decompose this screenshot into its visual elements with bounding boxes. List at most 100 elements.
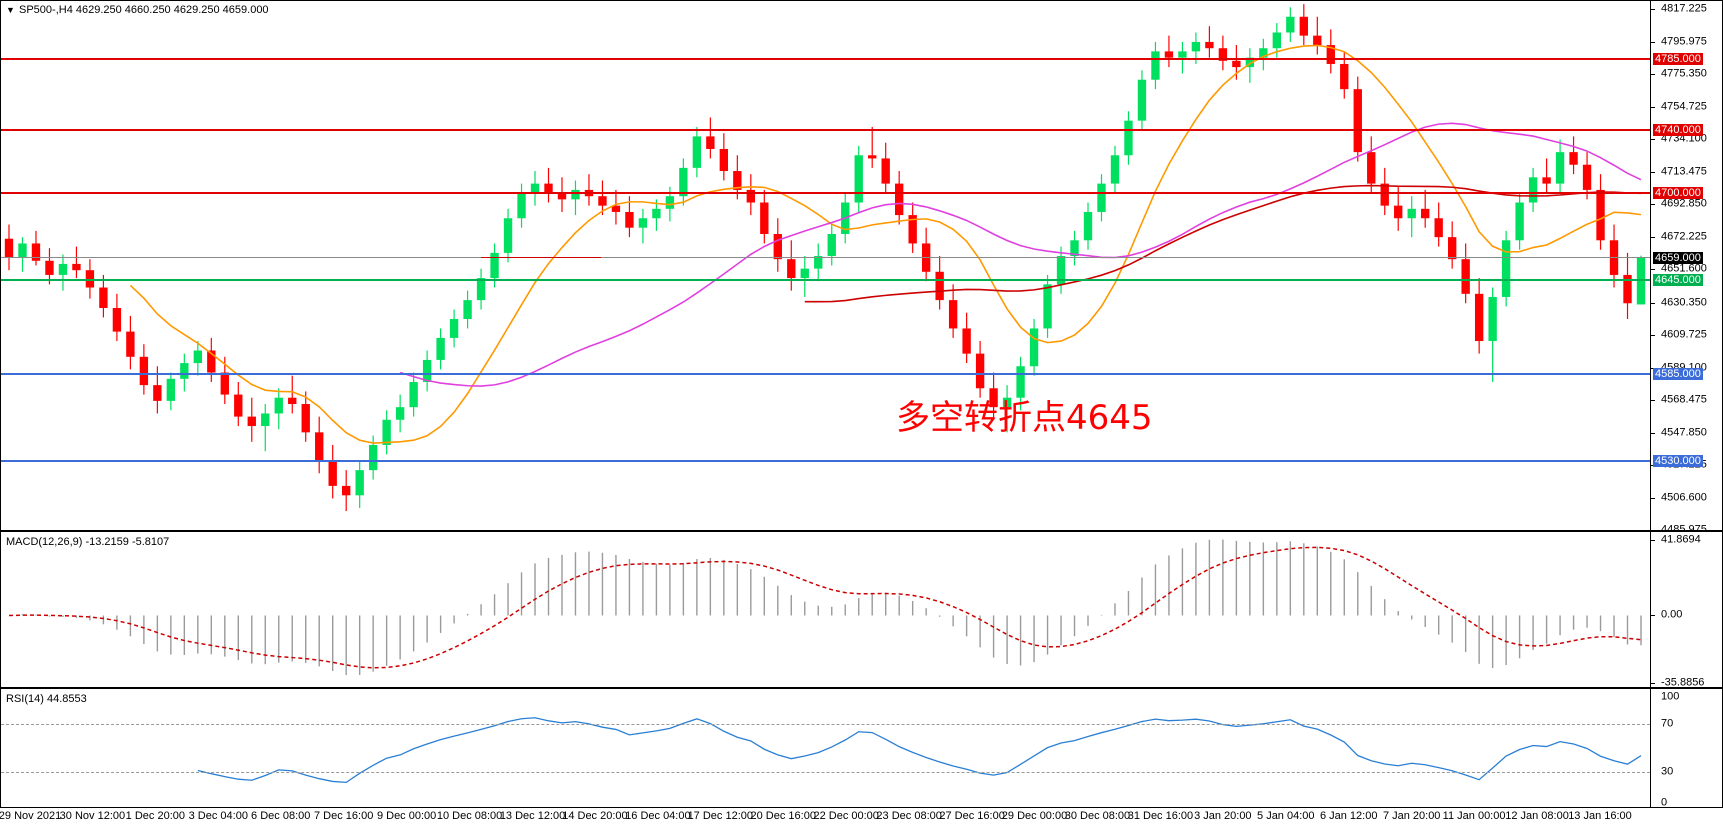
collapse-icon[interactable]: ▼ (6, 5, 15, 15)
time-axis-label: 29 Dec 00:00 (1001, 810, 1068, 822)
price-pane: 多空转折点4645 4817.225 4795.975 4775.350 4754.7… (0, 0, 1723, 531)
time-axis-label: 16 Dec 04:00 (625, 810, 691, 822)
time-axis-label: 3 Dec 04:00 (188, 810, 248, 822)
macd-axis-label: 41.8694 (1661, 533, 1701, 546)
price-axis-tick (1651, 400, 1655, 402)
macd-header-label: MACD(12,26,9) -13.2159 -5.8107 (6, 536, 170, 548)
price-axis-tick (1651, 236, 1655, 238)
price-axis-label: 4651.600 (1661, 262, 1707, 275)
price-level-tag-4700-000[interactable]: 4700.000 (1653, 187, 1703, 200)
rsi-pane: 100 70 30 0 RSI(14) 44.8553 (0, 688, 1723, 808)
price-axis-tick (1651, 139, 1655, 141)
price-level-tag-4645-000[interactable]: 4645.000 (1653, 273, 1703, 286)
price-axis-label: 4775.350 (1661, 67, 1707, 80)
price-axis-label: 4713.475 (1661, 165, 1707, 178)
price-axis-tick (1651, 41, 1655, 43)
price-axis-label: 4734.100 (1661, 132, 1707, 145)
time-axis-label: 22 Dec 00:00 (813, 810, 879, 822)
rsi-axis-label: 100 (1661, 690, 1680, 703)
level-line-4785[interactable] (1, 58, 1650, 61)
price-axis-label: 4547.850 (1661, 426, 1707, 439)
price-axis-label: 4754.725 (1661, 100, 1707, 113)
time-axis-label: 14 Dec 20:00 (562, 810, 628, 822)
macd-axis-tick (1651, 683, 1655, 684)
rsi-axis-label: 70 (1661, 717, 1674, 730)
time-axis-label: 10 Dec 08:00 (436, 810, 503, 822)
level-line-4700[interactable] (1, 192, 1650, 195)
time-axis-label: 23 Dec 08:00 (876, 810, 942, 822)
rsi-guide-30 (1, 771, 1650, 773)
price-axis-tick (1651, 204, 1655, 206)
price-candles-svg (4, 4, 1646, 512)
macd-axis-label: 0.00 (1661, 608, 1683, 621)
rsi-guide-70 (1, 724, 1650, 726)
level-line-4645[interactable] (1, 278, 1650, 281)
time-axis-label: 6 Jan 12:00 (1319, 810, 1378, 822)
price-axis-label: 4795.975 (1661, 35, 1707, 48)
time-axis-label: 7 Jan 20:00 (1382, 810, 1441, 822)
time-axis-label: 30 Nov 12:00 (59, 810, 126, 822)
price-level-tag-4740-000[interactable]: 4740.000 (1653, 124, 1703, 137)
price-level-tag-4530-000[interactable]: 4530.000 (1653, 454, 1703, 467)
price-axis-label: 4485.975 (1661, 523, 1707, 531)
price-axis-label: 4568.475 (1661, 393, 1707, 406)
price-axis-tick (1651, 106, 1655, 108)
price-axis-tick (1651, 269, 1655, 271)
level-line-4659[interactable] (1, 256, 1650, 258)
level-line-4530[interactable] (1, 459, 1650, 462)
price-axis-label: 4589.100 (1661, 362, 1707, 373)
rsi-indicator-svg (197, 717, 1642, 784)
macd-indicator-svg (8, 539, 1642, 676)
macd-axis-label: -35.8856 (1661, 676, 1705, 688)
time-axis-label: 13 Jan 16:00 (1568, 810, 1632, 822)
macd-axis: 41.8694 0.00 -35.8856 (1650, 532, 1722, 687)
price-level-tag-4585-000[interactable]: 4585.000 (1653, 368, 1703, 381)
time-axis-label: 5 Jan 04:00 (1257, 810, 1315, 822)
level-line-4585[interactable] (1, 373, 1650, 376)
rsi-axis: 100 70 30 0 (1650, 689, 1722, 807)
time-axis-label: 6 Dec 08:00 (251, 810, 311, 822)
price-axis-label: 4506.600 (1661, 491, 1707, 504)
chart-annotation-text: 多空转折点4645 (896, 397, 1153, 438)
level-line-4740[interactable] (1, 129, 1650, 132)
price-axis-label: 4672.225 (1661, 230, 1707, 243)
time-axis-label: 3 Jan 20:00 (1194, 810, 1252, 822)
macd-pane: 41.8694 0.00 -35.8856 MACD(12,26,9) -13.21… (0, 531, 1723, 688)
time-axis-label: 12 Jan 08:00 (1505, 810, 1569, 822)
price-axis-label: 4817.225 (1661, 2, 1707, 15)
time-axis-label: 31 Dec 16:00 (1127, 810, 1194, 822)
price-axis-tick (1651, 74, 1655, 76)
macd-axis-tick (1651, 540, 1655, 541)
rsi-header-label: RSI(14) 44.8553 (6, 693, 87, 705)
price-axis-tick (1651, 8, 1655, 10)
price-axis-tick (1651, 335, 1655, 337)
price-plot-area[interactable]: 多空转折点4645 (1, 1, 1650, 530)
rsi-axis-label: 30 (1661, 765, 1674, 778)
time-axis-label: 20 Dec 16:00 (750, 810, 816, 822)
price-axis-tick (1651, 302, 1655, 304)
time-axis-label: 30 Dec 08:00 (1064, 810, 1131, 822)
price-axis-tick (1651, 432, 1655, 434)
macd-plot-area[interactable] (1, 532, 1650, 687)
time-axis-label: 1 Dec 20:00 (125, 810, 186, 822)
time-axis-label: 11 Jan 00:00 (1442, 810, 1506, 822)
price-level-tag-4659-000[interactable]: 4659.000 (1653, 251, 1703, 264)
macd-axis-tick (1651, 615, 1655, 617)
time-axis-label: 17 Dec 12:00 (687, 810, 753, 822)
price-level-tag-4785-000[interactable]: 4785.000 (1653, 53, 1703, 66)
rsi-plot-area[interactable] (1, 689, 1650, 807)
time-axis-label: 27 Dec 16:00 (939, 810, 1005, 822)
rsi-axis-label: 0 (1661, 796, 1668, 808)
time-axis[interactable]: 29 Nov 2021 30 Nov 12:00 1 Dec 20:00 3 Dec … (0, 808, 1723, 825)
price-axis[interactable]: 4817.225 4795.975 4775.350 4754.725 4734.100… (1650, 1, 1722, 530)
time-axis-label: 13 Dec 12:00 (499, 810, 566, 822)
level-line-segment (481, 256, 601, 258)
time-axis-label: 9 Dec 00:00 (376, 810, 437, 822)
price-axis-label: 4630.350 (1661, 296, 1707, 309)
symbol-ohlc-header: SP500-,H4 4629.250 4660.250 4629.250 465… (19, 4, 269, 16)
time-axis-label: 29 Nov 2021 (0, 810, 62, 822)
price-axis-tick (1651, 171, 1655, 173)
price-axis-label: 4609.725 (1661, 328, 1707, 341)
time-axis-label: 7 Dec 16:00 (313, 810, 374, 822)
